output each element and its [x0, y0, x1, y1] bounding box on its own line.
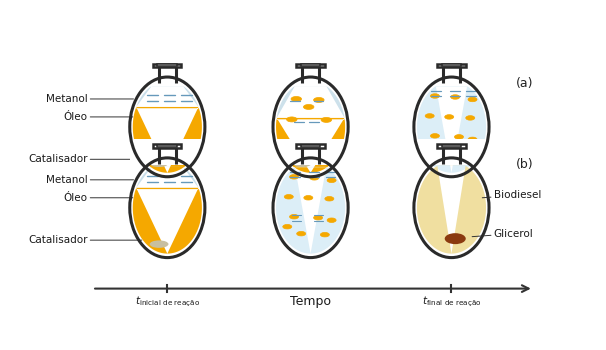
Ellipse shape — [290, 215, 299, 219]
FancyBboxPatch shape — [301, 64, 321, 66]
Ellipse shape — [273, 77, 348, 177]
Ellipse shape — [310, 176, 319, 180]
Ellipse shape — [438, 150, 447, 155]
Ellipse shape — [150, 240, 168, 248]
FancyBboxPatch shape — [442, 64, 461, 66]
FancyBboxPatch shape — [158, 64, 177, 66]
Polygon shape — [417, 166, 486, 254]
Text: Catalisador: Catalisador — [28, 235, 142, 245]
Polygon shape — [273, 58, 348, 84]
Polygon shape — [417, 86, 486, 173]
Polygon shape — [130, 58, 205, 84]
Text: Catalisador: Catalisador — [28, 154, 142, 164]
Text: Biodiesel: Biodiesel — [482, 190, 541, 200]
Ellipse shape — [321, 117, 331, 122]
Polygon shape — [136, 167, 198, 188]
Ellipse shape — [451, 95, 460, 99]
Ellipse shape — [327, 178, 336, 183]
Text: Metanol: Metanol — [45, 94, 133, 104]
Ellipse shape — [430, 134, 439, 138]
Polygon shape — [136, 86, 198, 107]
Polygon shape — [276, 167, 345, 254]
Text: $t_{\rm inicial\ de\ reação}$: $t_{\rm inicial\ de\ reação}$ — [135, 294, 200, 309]
FancyBboxPatch shape — [296, 145, 325, 148]
Ellipse shape — [466, 116, 474, 120]
FancyBboxPatch shape — [442, 145, 461, 147]
Text: (b): (b) — [516, 158, 534, 171]
Ellipse shape — [313, 216, 322, 220]
Ellipse shape — [284, 195, 293, 199]
FancyBboxPatch shape — [301, 145, 321, 147]
Ellipse shape — [425, 114, 434, 118]
Ellipse shape — [283, 224, 292, 229]
Ellipse shape — [273, 158, 348, 258]
Ellipse shape — [445, 233, 466, 244]
Polygon shape — [414, 58, 489, 84]
Text: Glicerol: Glicerol — [472, 229, 533, 239]
FancyBboxPatch shape — [296, 64, 325, 67]
Ellipse shape — [313, 98, 324, 103]
Ellipse shape — [454, 135, 464, 139]
Ellipse shape — [297, 231, 305, 236]
Polygon shape — [277, 86, 344, 118]
FancyBboxPatch shape — [158, 145, 177, 147]
Text: Metanol: Metanol — [45, 175, 133, 185]
Polygon shape — [133, 188, 202, 254]
Ellipse shape — [130, 158, 205, 258]
Ellipse shape — [293, 160, 311, 167]
Text: Óleo: Óleo — [64, 193, 133, 203]
Ellipse shape — [287, 117, 297, 122]
FancyBboxPatch shape — [153, 64, 181, 67]
Ellipse shape — [468, 97, 477, 102]
Ellipse shape — [327, 218, 336, 223]
FancyBboxPatch shape — [153, 145, 181, 148]
Ellipse shape — [304, 196, 313, 200]
Ellipse shape — [150, 160, 168, 167]
Ellipse shape — [291, 97, 302, 102]
Ellipse shape — [325, 196, 334, 201]
Ellipse shape — [290, 175, 299, 179]
Ellipse shape — [130, 77, 205, 177]
Polygon shape — [273, 139, 348, 165]
Ellipse shape — [321, 232, 330, 237]
Ellipse shape — [304, 104, 314, 110]
Polygon shape — [276, 118, 345, 173]
Ellipse shape — [430, 94, 439, 98]
FancyBboxPatch shape — [438, 64, 465, 67]
Polygon shape — [414, 139, 489, 165]
Ellipse shape — [414, 77, 489, 177]
FancyBboxPatch shape — [438, 145, 465, 148]
Text: $t_{\rm final\ de\ reação}$: $t_{\rm final\ de\ reação}$ — [422, 294, 481, 309]
Text: Óleo: Óleo — [64, 112, 133, 122]
Ellipse shape — [445, 115, 454, 119]
Ellipse shape — [461, 152, 470, 156]
Text: (a): (a) — [516, 77, 534, 90]
Polygon shape — [130, 139, 205, 165]
Text: Tempo: Tempo — [290, 294, 331, 308]
Ellipse shape — [414, 158, 489, 258]
Ellipse shape — [468, 137, 477, 142]
Polygon shape — [133, 107, 202, 173]
